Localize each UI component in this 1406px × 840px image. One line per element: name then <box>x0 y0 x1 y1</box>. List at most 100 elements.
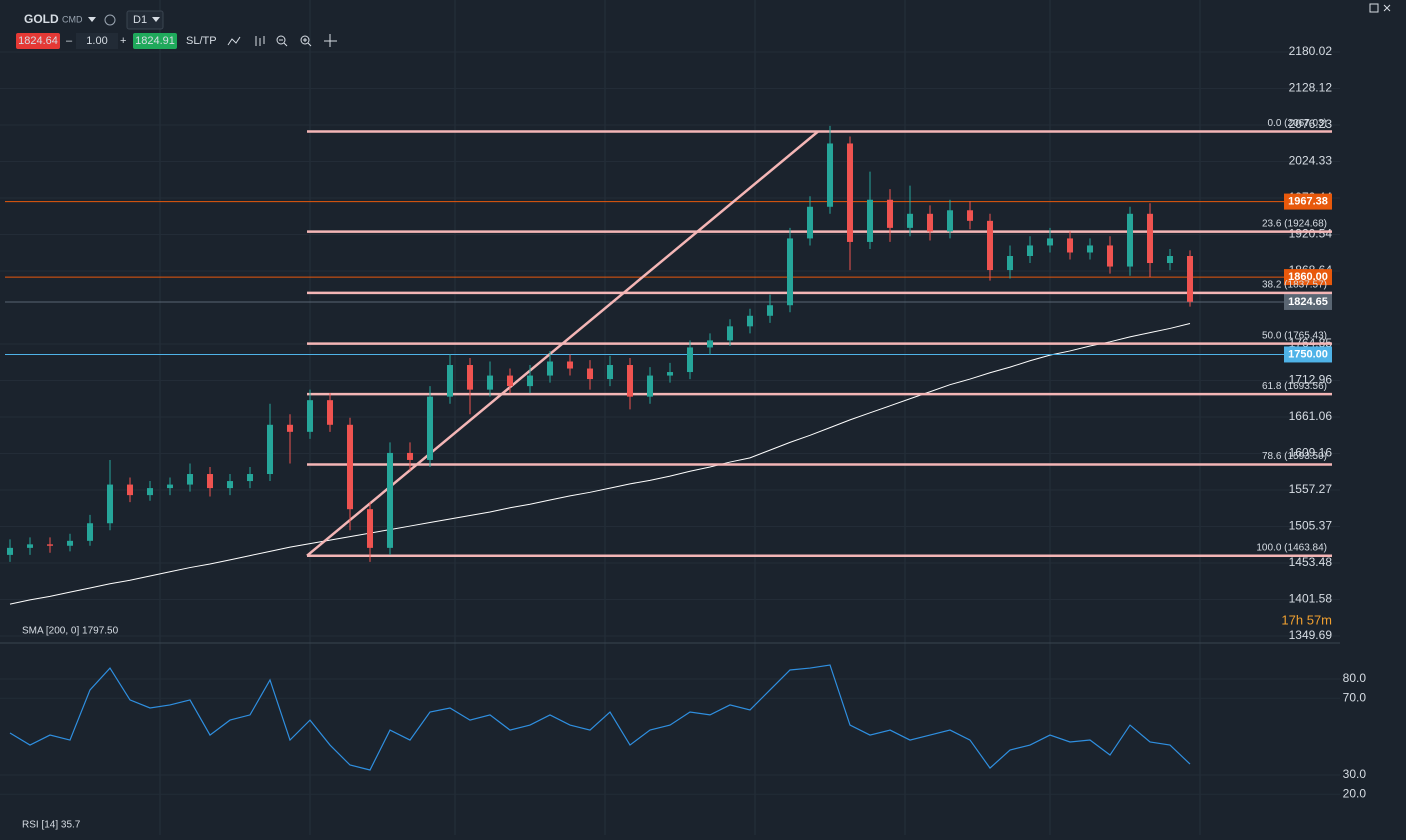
candle-body <box>987 220 993 271</box>
fib-label: 78.6 (1593.50) <box>1262 451 1327 462</box>
buy-price[interactable]: 1824.91 <box>135 35 175 47</box>
rsi-tick-label: 80.0 <box>1343 671 1367 685</box>
candle-body <box>807 206 813 239</box>
timeframe[interactable]: D1 <box>133 14 147 26</box>
candle-body <box>1187 256 1193 302</box>
plus[interactable]: + <box>120 35 126 47</box>
candle-body <box>347 424 353 510</box>
candle-body <box>667 372 673 376</box>
candle-body <box>787 238 793 306</box>
candle-body <box>1047 238 1053 246</box>
price-label-box <box>1284 193 1332 210</box>
dropdown-icon[interactable] <box>152 17 160 22</box>
candle-body <box>407 452 413 460</box>
y-tick-label: 1609.16 <box>1289 446 1333 460</box>
candle-body <box>187 474 193 485</box>
toolbar-icons[interactable] <box>227 34 337 47</box>
price-label-box <box>1284 346 1332 363</box>
candle-body <box>1067 238 1073 253</box>
y-tick-label: 2024.33 <box>1289 154 1333 168</box>
price-label: 1967.38 <box>1288 195 1328 207</box>
sltp-button[interactable]: SL/TP <box>186 35 217 47</box>
candle-body <box>447 365 453 397</box>
candle-body <box>727 326 733 341</box>
minus[interactable]: – <box>66 35 73 47</box>
sma-line <box>9 323 1191 605</box>
candle-body <box>207 474 213 489</box>
volume[interactable]: 1.00 <box>86 35 107 47</box>
symbol[interactable]: GOLD <box>24 12 59 26</box>
price-label-box <box>1284 269 1332 286</box>
y-tick-label: 2128.12 <box>1289 81 1333 95</box>
price-label: 1824.65 <box>1288 296 1328 308</box>
candle-timer: 17h 57m <box>1281 612 1332 627</box>
candle-body <box>567 361 573 369</box>
candle-body <box>127 484 133 496</box>
y-tick-label: 1920.54 <box>1289 227 1333 241</box>
candle-body <box>627 365 633 397</box>
sell-button[interactable] <box>16 33 60 49</box>
candle-body <box>747 315 753 327</box>
y-tick-label: 1661.06 <box>1289 409 1333 423</box>
price-label: 1860.00 <box>1288 271 1328 283</box>
rsi-tick-label: 70.0 <box>1343 690 1367 704</box>
close-icon[interactable] <box>1383 4 1391 12</box>
candle-body <box>507 375 513 387</box>
candle-body <box>967 210 973 221</box>
candle-body <box>587 368 593 380</box>
candle-body <box>387 452 393 548</box>
maximize-icon[interactable] <box>1369 3 1379 13</box>
candle-body <box>1167 256 1173 264</box>
candle-body <box>307 400 313 432</box>
candle-body <box>547 361 553 376</box>
candle-body <box>7 547 13 555</box>
candle-body <box>467 365 473 390</box>
rsi-tick-label: 30.0 <box>1343 767 1367 781</box>
candle-body <box>1147 213 1153 264</box>
fib-label: 61.8 (1693.56) <box>1262 381 1327 392</box>
info-icon[interactable] <box>104 14 116 26</box>
fib-label: 0.0 (2067.03) <box>1268 118 1328 129</box>
y-tick-label: 1401.58 <box>1289 592 1333 606</box>
buy-button[interactable] <box>133 33 177 49</box>
candle-body <box>607 365 613 380</box>
fib-label: 38.2 (1837.57) <box>1262 280 1327 291</box>
candle-body <box>367 509 373 548</box>
y-tick-label: 2076.23 <box>1289 117 1333 131</box>
candle-body <box>887 199 893 228</box>
rsi-tick-label: 20.0 <box>1343 786 1367 800</box>
candle-body <box>1087 245 1093 253</box>
volume-box[interactable] <box>76 33 118 49</box>
candle-body <box>647 375 653 397</box>
fib-label: 50.0 (1765.43) <box>1262 330 1327 341</box>
y-tick-label: 1349.69 <box>1289 628 1333 642</box>
candle-body <box>527 375 533 387</box>
timeframe-box[interactable] <box>126 10 164 30</box>
price-label-box <box>1284 293 1332 310</box>
candle-body <box>927 213 933 232</box>
y-tick-label: 1557.27 <box>1289 482 1333 496</box>
candle-body <box>107 484 113 524</box>
candle-body <box>147 488 153 496</box>
candle-body <box>1027 245 1033 256</box>
candle-body <box>87 523 93 541</box>
sell-price[interactable]: 1824.64 <box>18 35 58 47</box>
candle-body <box>27 544 33 548</box>
y-tick-label: 1712.96 <box>1289 373 1333 387</box>
candle-body <box>47 544 53 546</box>
dropdown-icon[interactable] <box>88 17 96 22</box>
candle-body <box>167 484 173 489</box>
price-label: 1750.00 <box>1288 348 1328 360</box>
candle-body <box>847 143 853 242</box>
candle-body <box>1007 256 1013 271</box>
candle-body <box>767 305 773 316</box>
candle-body <box>247 474 253 482</box>
y-tick-label: 1505.37 <box>1289 519 1333 533</box>
y-tick-label: 1453.48 <box>1289 555 1333 569</box>
candle-body <box>287 424 293 432</box>
candle-body <box>327 400 333 425</box>
y-tick-label: 2180.02 <box>1289 44 1333 58</box>
fib-label: 100.0 (1463.84) <box>1256 542 1327 553</box>
rsi-line <box>9 664 1191 771</box>
